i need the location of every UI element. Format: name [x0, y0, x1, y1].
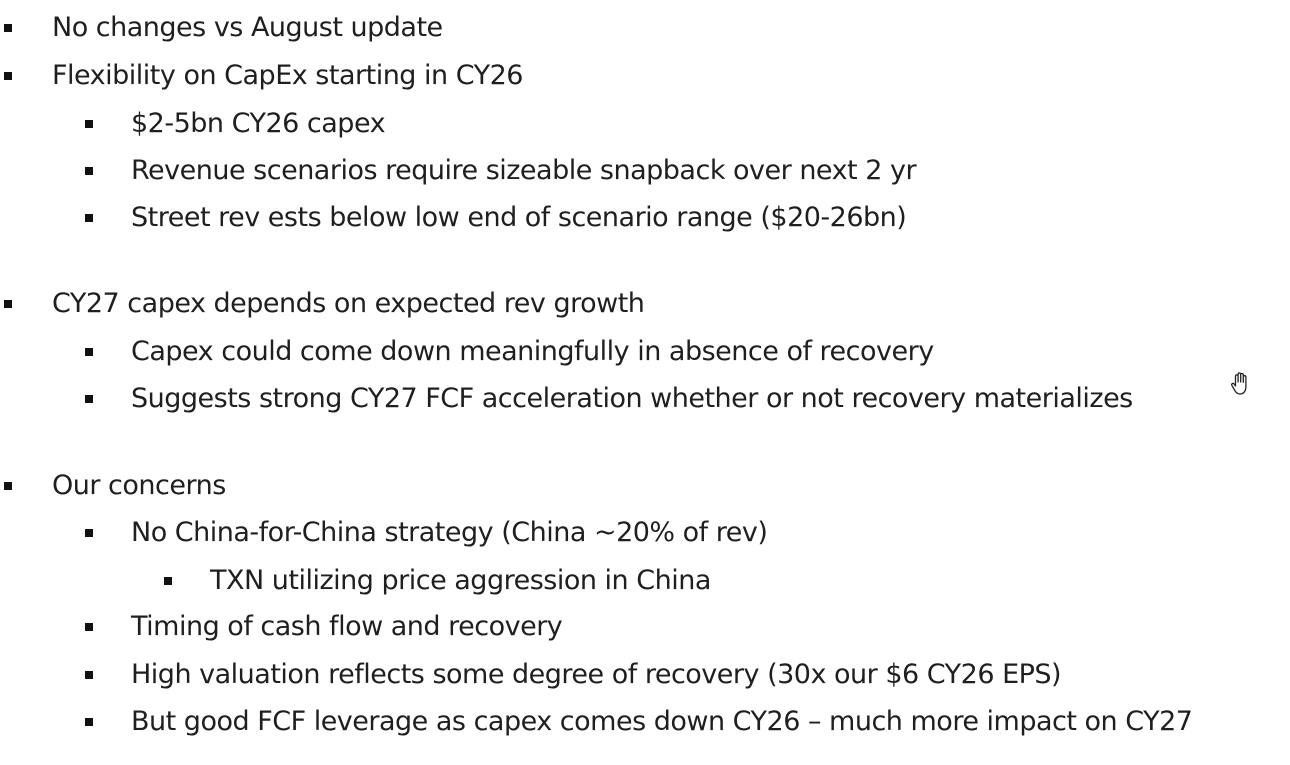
square-bullet-icon [4, 72, 12, 80]
square-bullet-icon [85, 214, 93, 222]
bullet-text: No China-for-China strategy (China ~20% … [131, 517, 768, 548]
bullet-text: Street rev ests below low end of scenari… [131, 202, 907, 233]
square-bullet-icon [4, 24, 12, 32]
square-bullet-icon [85, 167, 93, 175]
bullet-text: High valuation reflects some degree of r… [131, 659, 1062, 690]
square-bullet-icon [85, 718, 93, 726]
hand-cursor-icon [1229, 371, 1253, 397]
square-bullet-icon [85, 395, 93, 403]
bullet-text: Timing of cash flow and recovery [131, 611, 563, 642]
square-bullet-icon [4, 482, 12, 490]
bullet-text: Suggests strong CY27 FCF acceleration wh… [131, 383, 1133, 414]
bullet-text: Capex could come down meaningfully in ab… [131, 336, 934, 367]
square-bullet-icon [85, 120, 93, 128]
square-bullet-icon [164, 577, 172, 585]
square-bullet-icon [4, 300, 12, 308]
square-bullet-icon [85, 671, 93, 679]
bullet-text: But good FCF leverage as capex comes dow… [131, 706, 1193, 737]
bullet-text: $2-5bn CY26 capex [131, 108, 386, 139]
bullet-text: CY27 capex depends on expected rev growt… [52, 288, 645, 319]
bullet-text: Our concerns [52, 470, 226, 501]
bullet-text: Flexibility on CapEx starting in CY26 [52, 60, 523, 91]
bullet-text: TXN utilizing price aggression in China [210, 565, 711, 596]
square-bullet-icon [85, 623, 93, 631]
square-bullet-icon [85, 529, 93, 537]
bullet-text: Revenue scenarios require sizeable snapb… [131, 155, 917, 186]
bullet-text: No changes vs August update [52, 12, 443, 43]
square-bullet-icon [85, 348, 93, 356]
